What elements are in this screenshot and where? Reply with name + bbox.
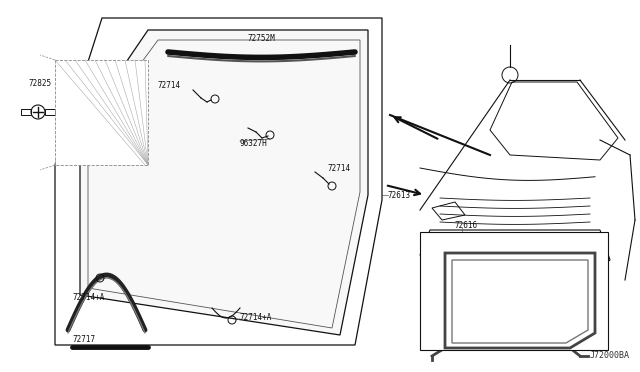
Text: 72613: 72613 <box>388 190 411 199</box>
Text: 96327H: 96327H <box>240 138 268 148</box>
Bar <box>21 109 31 115</box>
Text: J72000BA: J72000BA <box>590 351 630 360</box>
Text: 72714: 72714 <box>328 164 351 173</box>
Text: 72825: 72825 <box>28 78 51 87</box>
Text: 72714: 72714 <box>158 80 181 90</box>
Text: 72717: 72717 <box>72 336 95 344</box>
Text: 72714+A: 72714+A <box>240 312 273 321</box>
Text: 72616: 72616 <box>455 221 478 230</box>
Polygon shape <box>55 18 382 345</box>
Polygon shape <box>55 60 148 165</box>
Text: 72752M: 72752M <box>248 33 276 42</box>
Bar <box>420 232 608 350</box>
Bar <box>45 109 55 115</box>
Text: 72714+A: 72714+A <box>72 294 104 302</box>
Polygon shape <box>80 30 368 335</box>
